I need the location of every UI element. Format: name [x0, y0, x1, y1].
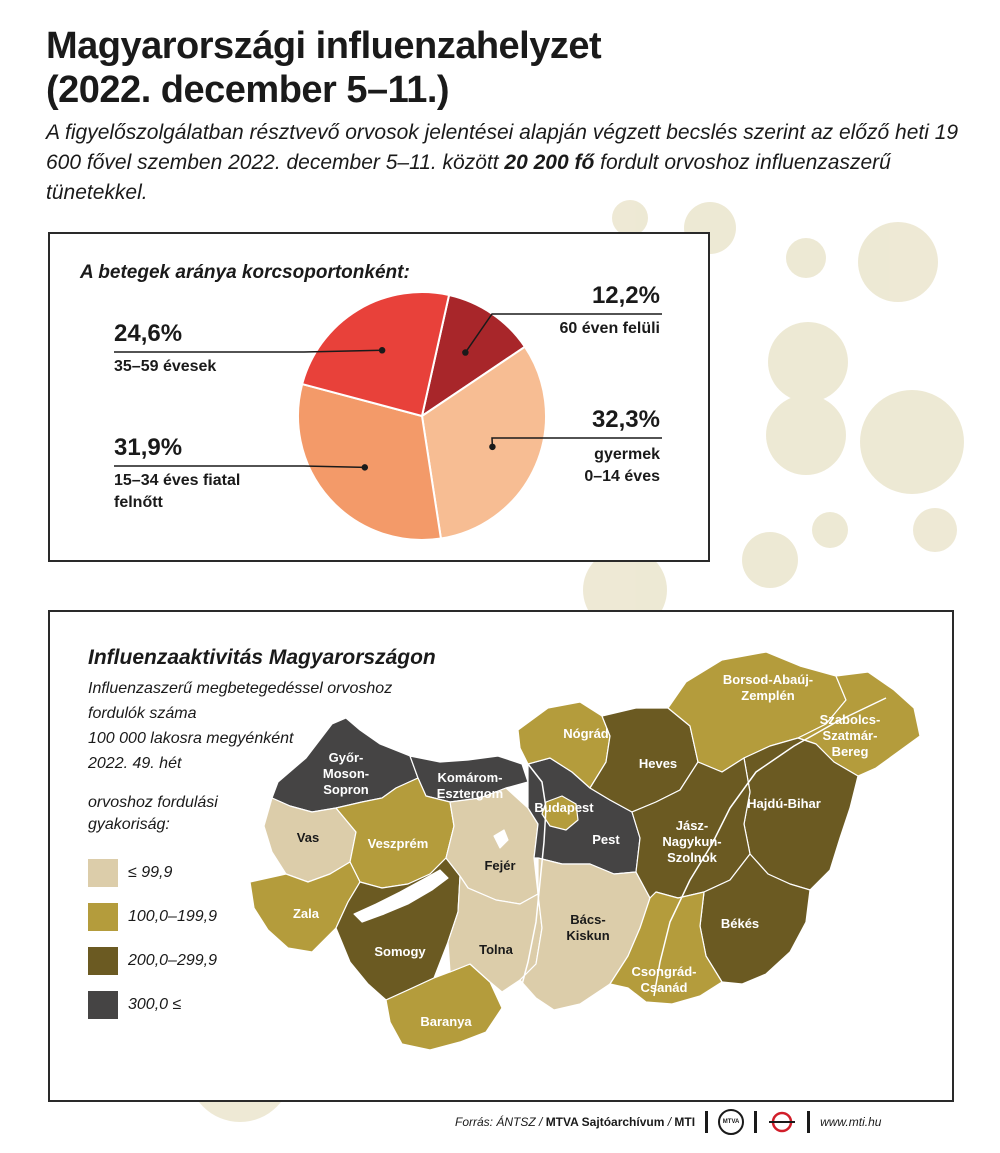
slice-label-0-14-line1: gyermek	[594, 446, 660, 463]
county-label-fejer: Fejér	[484, 858, 515, 873]
intro-text: A figyelőszolgálatban résztvevő orvosok …	[46, 118, 966, 208]
slice-label-0-14-line2: 0–14 éves	[584, 468, 660, 485]
slice-label-60plus: 60 éven felüli	[559, 320, 661, 337]
divider	[754, 1111, 758, 1133]
map-subtitle: Influenzaszerű megbetegedéssel orvoshoz …	[88, 676, 448, 776]
legend-title-line2: gyakoriság:	[88, 816, 170, 833]
pie-slice	[420, 345, 547, 540]
legend-swatch	[88, 947, 118, 975]
river-danube	[519, 763, 547, 993]
map-title: Influenzaaktivitás Magyarországon	[88, 646, 436, 669]
legend-swatch	[88, 991, 118, 1019]
slice-label-0-14-pct: 32,3%	[591, 406, 660, 433]
county-label-pest: Pest	[592, 832, 620, 847]
pie-panel-title: A betegek aránya korcsoportonként:	[80, 262, 410, 283]
county-label-bacs: Bács-Kiskun	[566, 912, 609, 943]
legend-swatch	[88, 859, 118, 887]
slice-label-15-34-line1: 15–34 éves fiatal	[114, 472, 241, 489]
legend-label: 300,0 ≤	[128, 996, 182, 1013]
source-url-link[interactable]: www.mti.hu	[820, 1115, 882, 1129]
county-label-tolna: Tolna	[479, 942, 513, 957]
legend-swatch	[88, 903, 118, 931]
county-label-somogy: Somogy	[374, 944, 426, 959]
county-budapest	[541, 795, 579, 831]
legend-title: orvoshoz fordulási gyakoriság:	[88, 792, 218, 836]
county-label-zala: Zala	[293, 906, 320, 921]
county-label-heves: Heves	[639, 756, 677, 771]
source-mti: MTI	[674, 1115, 696, 1129]
slice-label-15-34-pct: 31,9%	[114, 434, 183, 461]
county-label-komarom: Komárom-Esztergom	[437, 770, 503, 801]
county-label-bekes: Békés	[721, 916, 759, 931]
slice-label-0-14: gyermek 0–14 éves	[490, 444, 660, 488]
leader-line	[464, 313, 662, 353]
county-label-vas: Vas	[297, 830, 319, 845]
leader-arrow	[489, 443, 496, 451]
source-prefix: Forrás: ÁNTSZ /	[455, 1115, 543, 1129]
county-label-nograd: Nógrád	[563, 726, 609, 741]
county-label-hajdu: Hajdú-Bihar	[747, 796, 821, 811]
county-label-veszprem: Veszprém	[368, 836, 429, 851]
slice-label-35-59: 35–59 évesek	[114, 358, 217, 375]
lake-velence	[493, 829, 509, 849]
county-label-baranya: Baranya	[420, 1014, 472, 1029]
pie-slice	[297, 382, 443, 541]
slice-label-35-59-pct: 24,6%	[114, 320, 183, 347]
title-line-2: (2022. december 5–11.)	[46, 69, 450, 111]
county-label-jasz: Jász-Nagykun-Szolnok	[662, 818, 721, 865]
mti-logo-icon	[769, 1111, 796, 1133]
county-label-csongrad: Csongrád-Csanád	[632, 964, 697, 995]
legend-label: 200,0–299,9	[128, 952, 217, 969]
hungary-map: Győr-Moson-Sopron Komárom-Esztergom Vas …	[249, 651, 921, 1051]
mtva-logo-icon: MTVA	[718, 1109, 745, 1135]
source-separator: /	[667, 1115, 672, 1129]
legend-item: 300,0 ≤	[88, 990, 181, 1020]
county-szabolcs	[797, 671, 921, 777]
county-label-budapest: Budapest	[534, 800, 594, 815]
intro-highlight: 20 200 fő	[504, 151, 595, 174]
county-label-szabolcs: Szabolcs-Szatmár-Bereg	[820, 712, 881, 759]
source-archive: MTVA Sajtóarchívum	[545, 1115, 665, 1129]
map-panel: Influenzaaktivitás Magyarországon Influe…	[48, 610, 954, 1102]
leader-arrow	[361, 464, 369, 471]
divider	[807, 1111, 811, 1133]
leader-arrow	[462, 349, 469, 356]
county-csongrad	[609, 891, 723, 1005]
map-subtitle-line1: Influenzaszerű megbetegedéssel orvoshoz …	[88, 680, 393, 722]
slice-label-60plus-pct: 12,2%	[591, 282, 660, 309]
county-label-gyor: Győr-Moson-Sopron	[323, 750, 369, 797]
legend-item: 100,0–199,9	[88, 902, 217, 932]
intro-part-2: fordult orvoshoz influenzaszerű tünetekk…	[46, 151, 891, 204]
county-baranya	[385, 963, 503, 1051]
legend-title-line1: orvoshoz fordulási	[88, 794, 218, 811]
legend-label: ≤ 99,9	[128, 864, 173, 881]
slice-label-15-34: 15–34 éves fiatal felnőtt	[114, 470, 240, 514]
map-subtitle-line2: 100 000 lakosra megyénként	[88, 730, 294, 747]
intro-part-1: A figyelőszolgálatban résztvevő orvosok …	[46, 121, 959, 174]
slice-label-15-34-line2: felnőtt	[114, 494, 163, 511]
legend-label: 100,0–199,9	[128, 908, 217, 925]
pie-slice	[300, 291, 451, 418]
page-title: Magyarországi influenzahelyzet (2022. de…	[46, 24, 686, 112]
legend-item: ≤ 99,9	[88, 858, 172, 888]
county-label-borsod: Borsod-Abaúj-Zemplén	[723, 672, 813, 703]
title-line-1: Magyarországi influenzahelyzet	[46, 25, 602, 67]
leader-arrow	[378, 347, 386, 354]
source-credit: Forrás: ÁNTSZ / MTVA Sajtóarchívum / MTI	[455, 1115, 695, 1129]
legend-item: 200,0–299,9	[88, 946, 217, 976]
river-tisza	[653, 697, 887, 997]
map-subtitle-line3: 2022. 49. hét	[88, 755, 182, 772]
divider	[705, 1111, 709, 1133]
leader-line	[114, 349, 383, 353]
pie-chart-panel: A betegek aránya korcsoportonként: 24,6%…	[48, 232, 710, 562]
lake-balaton	[353, 869, 449, 923]
footer: Forrás: ÁNTSZ / MTVA Sajtóarchívum / MTI…	[455, 1108, 965, 1136]
pie-chart	[114, 291, 662, 541]
leader-line	[114, 465, 365, 469]
